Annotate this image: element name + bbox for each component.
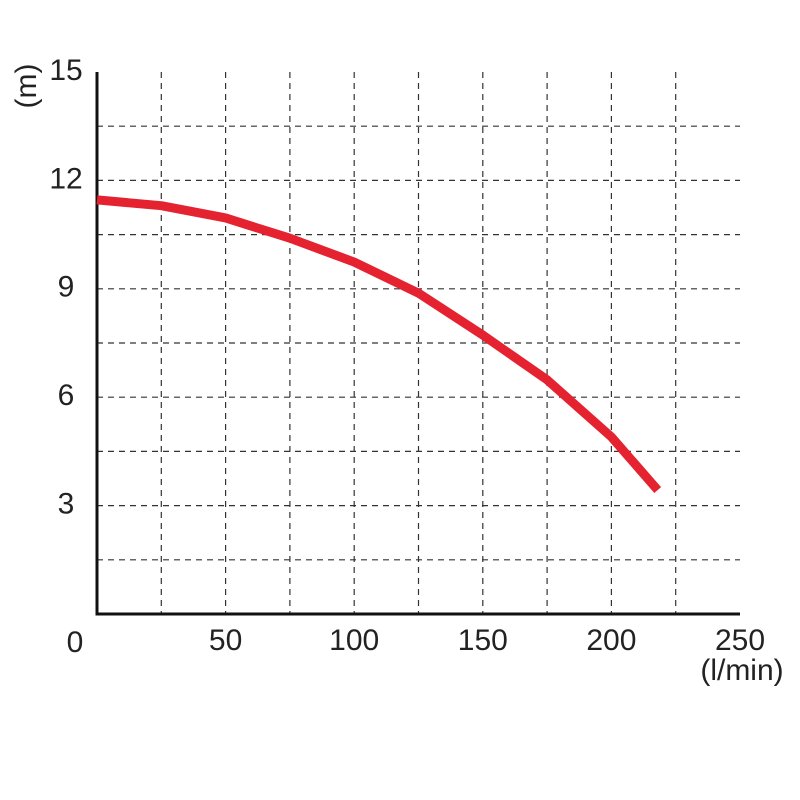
data-line	[96, 195, 662, 494]
y-tick-label: 6	[58, 379, 75, 412]
x-axis-label: (l/min)	[700, 654, 783, 687]
x-tick-label: 200	[586, 624, 636, 657]
y-tick-label: 0	[67, 626, 84, 659]
x-tick-label: 150	[458, 624, 508, 657]
y-tick-label: 9	[58, 271, 75, 304]
y-tick-label: 12	[49, 162, 82, 195]
y-tick-label: 3	[58, 488, 75, 521]
y-axis-label: (m)	[10, 64, 43, 109]
x-tick-label: 250	[715, 624, 765, 657]
x-tick-label: 50	[209, 624, 242, 657]
x-tick-label: 100	[329, 624, 379, 657]
y-tick-label: 15	[49, 54, 82, 87]
